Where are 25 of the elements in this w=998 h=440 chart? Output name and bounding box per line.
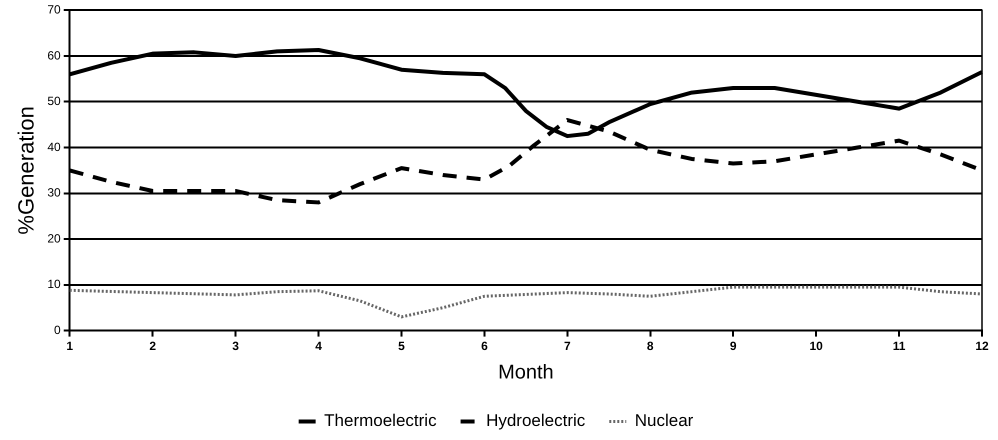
y-tick-label: 10	[47, 277, 62, 292]
y-tick-label: 0	[54, 322, 62, 337]
x-tick-label: 2	[149, 339, 156, 354]
x-tick-label: 6	[481, 339, 488, 354]
x-tick-label: 3	[232, 339, 240, 354]
x-tick-label: 11	[892, 339, 906, 354]
x-tick-label: 9	[730, 339, 737, 354]
y-tick-label: 50	[47, 94, 62, 108]
x-tick-label: 8	[646, 339, 654, 354]
legend-label: Thermoelectric	[324, 411, 438, 430]
legend-label: Hydroelectric	[486, 411, 586, 430]
x-tick-label: 1	[66, 339, 74, 354]
x-tick-label: 7	[564, 339, 571, 354]
y-tick-label: 70	[47, 2, 62, 17]
x-tick-label: 12	[975, 339, 989, 354]
y-tick-label: 40	[47, 140, 62, 154]
x-tick-label: 4	[315, 339, 322, 354]
y-tick-label: 60	[47, 48, 62, 62]
y-axis-title: %Generation	[13, 106, 38, 235]
y-tick-label: 30	[47, 186, 62, 200]
x-tick-label: 5	[398, 339, 406, 354]
x-axis-title: Month	[498, 362, 554, 384]
y-tick-label: 20	[47, 231, 62, 246]
legend-label: Nuclear	[634, 411, 694, 430]
x-tick-label: 10	[809, 339, 824, 354]
